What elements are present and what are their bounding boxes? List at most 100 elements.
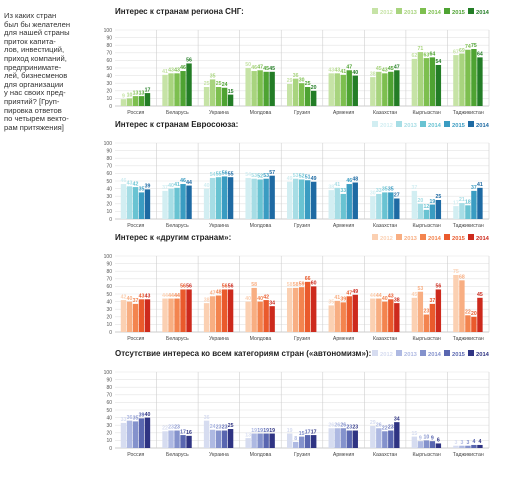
data-label: 23 [168, 425, 174, 431]
x-tick-label: Армения [333, 110, 355, 116]
bar [257, 70, 263, 106]
bar [352, 75, 358, 106]
data-label: 62 [411, 53, 417, 59]
data-label: 20 [311, 85, 317, 91]
data-label: 22 [162, 425, 168, 431]
data-label: 54 [245, 172, 251, 178]
legend-label: 2014 [476, 352, 490, 358]
data-label: 40 [204, 183, 210, 189]
legend-label: 2015 [452, 123, 466, 129]
bar [126, 186, 133, 219]
y-tick-label: 0 [109, 217, 112, 223]
legend-swatch [372, 234, 378, 240]
data-label: 15 [411, 431, 417, 437]
data-label: 41 [174, 182, 180, 188]
data-label: 4 [478, 439, 481, 445]
data-label: 9 [419, 435, 422, 441]
bar [186, 289, 192, 332]
data-label: 58 [251, 282, 257, 288]
y-tick-label: 10 [106, 322, 112, 328]
x-tick-label: Россия [127, 336, 144, 342]
data-label: 47 [210, 290, 216, 296]
data-label: 3 [454, 440, 457, 446]
y-tick-label: 80 [106, 269, 112, 275]
y-tick-label: 100 [104, 141, 113, 147]
y-tick-label: 10 [106, 209, 112, 215]
bar [370, 298, 376, 332]
bar [465, 315, 471, 332]
data-label: 3 [466, 440, 469, 446]
data-label: 48 [216, 290, 222, 296]
bar [209, 79, 216, 106]
data-label: 17 [180, 429, 186, 435]
bar [168, 430, 174, 448]
bar [209, 296, 216, 332]
bar [138, 418, 145, 448]
y-tick-label: 50 [106, 292, 112, 298]
bar [471, 444, 477, 448]
data-label: 64 [429, 52, 435, 58]
x-tick-label: Казахстан [373, 336, 397, 342]
bar [126, 98, 133, 106]
data-label: 4 [472, 439, 475, 445]
y-tick-label: 60 [106, 58, 112, 64]
data-label: 46 [180, 65, 186, 71]
x-tick-label: Россия [127, 452, 144, 458]
data-label: 40 [168, 183, 174, 189]
bar [346, 184, 352, 219]
bar [417, 52, 424, 106]
bar [334, 187, 340, 219]
bar [245, 438, 251, 448]
legend-label: 2014 [428, 123, 442, 129]
data-label: 46 [251, 65, 257, 71]
data-label: 41 [334, 182, 340, 188]
bar [180, 289, 186, 332]
bar [221, 87, 228, 106]
bar [453, 55, 459, 106]
data-label: 49 [287, 176, 293, 182]
bar [203, 420, 210, 448]
bar [287, 287, 293, 332]
data-label: 58 [293, 282, 299, 288]
bar [174, 187, 180, 219]
y-tick-label: 100 [104, 370, 113, 376]
data-label: 37 [133, 298, 139, 304]
bar [429, 303, 436, 332]
bar [435, 443, 442, 448]
data-label: 56 [435, 284, 441, 290]
data-label: 38 [328, 184, 334, 190]
data-label: 41 [334, 295, 340, 301]
data-label: 75 [453, 269, 459, 275]
bar [299, 436, 305, 448]
data-label: 53 [293, 173, 299, 179]
data-label: 35 [133, 416, 139, 422]
bar [305, 435, 311, 448]
bar [269, 71, 275, 106]
data-label: 25 [435, 194, 441, 200]
bar [471, 316, 477, 332]
bar [132, 96, 139, 106]
bar [459, 53, 465, 106]
data-label: 19 [263, 428, 269, 434]
bar [311, 181, 317, 219]
chart-title: Интерес к странам региона СНГ: [115, 7, 244, 16]
data-label: 44 [162, 293, 168, 299]
chart-panel-3: Отсутствие интереса ко всем категориям с… [104, 349, 490, 458]
data-label: 26 [334, 422, 340, 428]
bar [227, 289, 234, 332]
data-label: 6 [437, 438, 440, 444]
bar [126, 420, 133, 448]
data-label: 15 [299, 431, 305, 437]
data-label: 43 [328, 68, 334, 74]
bar [465, 445, 471, 448]
bar [227, 429, 234, 448]
bar [251, 433, 257, 448]
legend-swatch [420, 234, 426, 240]
data-label: 40 [352, 70, 358, 76]
data-label: 21 [459, 197, 465, 203]
data-label: 19 [269, 428, 275, 434]
y-tick-label: 0 [109, 446, 112, 452]
data-label: 26 [376, 422, 382, 428]
data-label: 33 [376, 188, 382, 194]
data-label: 8 [294, 436, 297, 442]
